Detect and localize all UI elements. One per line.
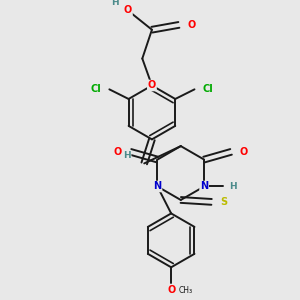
Text: O: O xyxy=(124,5,132,16)
Text: N: N xyxy=(153,182,161,191)
Text: H: H xyxy=(229,182,237,191)
Text: N: N xyxy=(200,182,208,191)
Text: O: O xyxy=(114,147,122,157)
Text: O: O xyxy=(239,147,248,157)
Text: Cl: Cl xyxy=(202,84,213,94)
Text: O: O xyxy=(167,285,175,296)
Text: S: S xyxy=(220,197,228,207)
Text: O: O xyxy=(148,80,156,91)
Text: Cl: Cl xyxy=(91,84,101,94)
Text: O: O xyxy=(187,20,196,30)
Text: CH₃: CH₃ xyxy=(179,286,193,295)
Text: H: H xyxy=(112,0,119,7)
Text: H: H xyxy=(123,151,131,160)
